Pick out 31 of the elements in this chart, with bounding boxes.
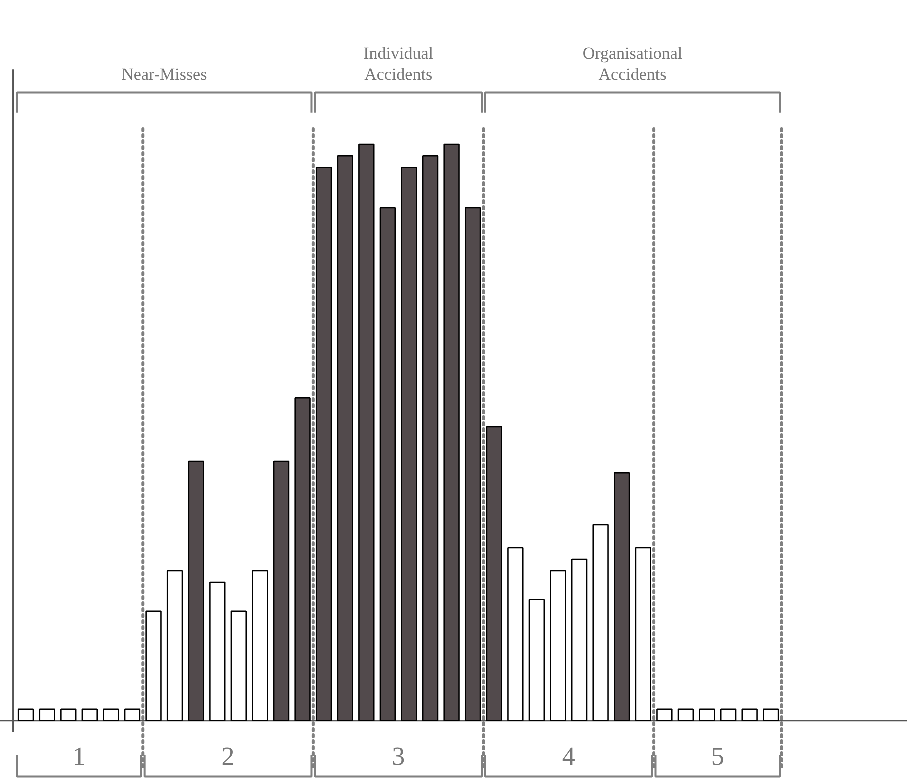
text: Near-Misses [122, 65, 208, 84]
text: 5 [711, 742, 724, 771]
text: Individual Accidents [364, 44, 434, 84]
bar [720, 708, 737, 722]
bar [656, 708, 673, 722]
bar [82, 708, 98, 722]
bar [678, 708, 694, 722]
bar [124, 708, 141, 722]
bar [528, 599, 546, 722]
bar [635, 547, 652, 722]
text: 3 [392, 742, 406, 771]
bar [230, 610, 248, 722]
bar [60, 708, 77, 722]
bar [210, 582, 226, 722]
text: 1 [72, 742, 86, 771]
bar [699, 708, 716, 722]
bar [508, 547, 524, 722]
bar [146, 610, 162, 722]
bar [103, 708, 120, 722]
bar [742, 708, 758, 722]
bar [592, 524, 609, 722]
text: 4 [562, 742, 576, 771]
text: Organisational Accidents [582, 44, 683, 84]
bar [166, 570, 184, 722]
bar [763, 708, 780, 722]
text: 2 [222, 742, 235, 771]
bar [252, 570, 268, 722]
bar [571, 558, 588, 722]
bar [550, 570, 566, 722]
bar [18, 708, 34, 722]
bar [39, 708, 56, 722]
